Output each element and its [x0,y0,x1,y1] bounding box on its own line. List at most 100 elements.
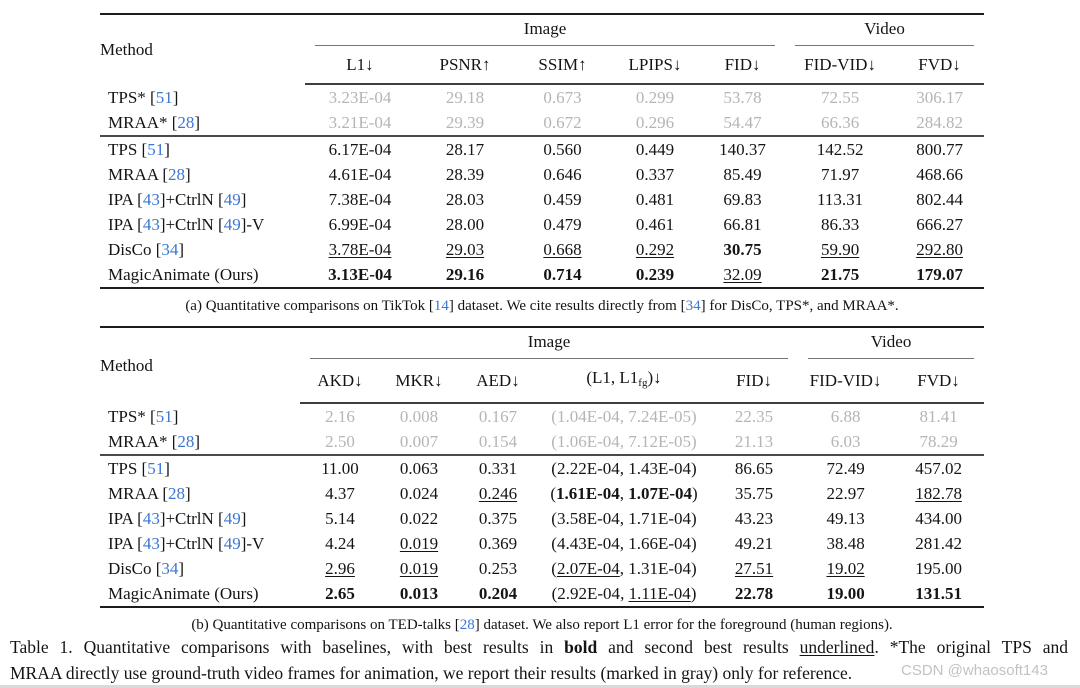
table-cell: 0.714 [543,265,582,284]
citation-link[interactable]: 51 [147,140,165,159]
subcaption-a: (a) Quantitative comparisons on TikTok [… [185,298,899,314]
table-cell: 0.461 [635,215,675,234]
table-cell: 38.48 [826,534,865,553]
table-cell: (3.58E-04, 1.71E-04) [551,509,697,528]
table-cell: 7.38E-04 [328,190,392,209]
table-cell: 0.369 [478,534,518,553]
table-cell: (2.07E-04, 1.31E-04) [551,559,697,578]
table-cell: 0.672 [543,113,582,132]
subcaption-b: (b) Quantitative comparisons on TED-talk… [191,617,893,633]
table-row: IPA [43]+CtrlN [49] 5.14 0.022 0.375 (3.58E-… [100,506,984,531]
table-cell: 19.02 [826,559,865,578]
table-cell: 0.459 [543,190,582,209]
table-cell: 281.42 [915,534,962,553]
method-cell: MagicAnimate (Ours) [108,584,259,603]
citation-link[interactable]: 49 [223,215,241,234]
table-cell: (2.92E-04, 1.11E-04) [551,584,697,603]
table-cell: 71.97 [820,165,860,184]
table-cell: 0.008 [399,407,439,426]
column-header: AKD↓ [300,359,380,404]
table-cell: 49.21 [734,534,774,553]
table-cell: 0.253 [478,559,518,578]
table-cell: 2.96 [325,559,355,578]
table-cell: 3.78E-04 [328,240,392,259]
table-cell: 28.17 [415,135,515,162]
table-cell: 3.23E-04 [328,88,392,107]
table-cell: (1.04E-04, 7.24E-05) [551,407,697,426]
comparison-table-ted-talks: Method Image Video AKD↓ MKR↓ AED↓ (L1, L1fg… [100,326,985,608]
citation-link[interactable]: 43 [142,190,160,209]
table-cell: 0.560 [515,135,610,162]
caption-line-1: Table 1. Quantitative comparisons with b… [10,637,1068,657]
method-cell: TPS* [51] [108,87,179,107]
table-cell: 802.44 [916,190,963,209]
citation-link[interactable]: 51 [155,87,173,107]
table-row: MagicAnimate (Ours) 3.13E-04 29.16 0.714 0.2… [100,262,984,288]
citation-link[interactable]: 28 [177,432,195,451]
citation-link[interactable]: 34 [161,559,179,578]
table-cell: (1.06E-04, 7.12E-05) [551,432,697,451]
table-cell: 28.00 [445,215,485,234]
table-cell: 131.51 [915,584,962,603]
table-cell: 59.90 [820,240,860,259]
method-cell: DisCo [34] [108,559,185,578]
citation-link[interactable]: 43 [142,534,160,553]
citation-link[interactable]: 49 [223,190,241,209]
citation-link[interactable]: 34 [161,240,179,259]
table-cell: 35.75 [734,484,774,503]
table-cell: 0.239 [635,265,675,284]
table-cell: (2.22E-04, 1.43E-04) [538,454,710,481]
table-cell: 292.80 [916,240,963,259]
video-group-header: Video [785,14,984,46]
method-cell: TPS* [51] [108,406,179,426]
citation-link[interactable]: 51 [147,459,165,478]
table-cell: 28.03 [445,190,485,209]
table-cell: 666.27 [916,215,963,234]
table-cell: 27.51 [734,559,774,578]
table-row: TPS [51] 6.17E-04 28.17 0.560 0.449 140.37 142… [100,135,985,162]
citation-link[interactable]: 49 [223,534,241,553]
table-cell: 0.246 [478,484,518,503]
citation-link[interactable]: 49 [223,509,241,528]
table-cell: 30.75 [723,240,762,259]
column-header: FVD↓ [895,46,985,85]
citation-link[interactable]: 43 [142,509,160,528]
image-group-label: Image [527,332,571,351]
citation-link[interactable]: 28 [167,165,185,184]
table-row: TPS* [51] 3.23E-04 29.18 0.673 0.299 53.78 72.… [100,84,984,110]
table-cell: 86.65 [710,454,799,481]
table-cell: 72.55 [820,88,860,107]
table-cell: 0.022 [399,509,439,528]
column-header: SSIM↑ [515,46,610,85]
table-1-caption: Table 1. Quantitative comparisons with b… [10,634,1068,686]
table-cell: 86.33 [820,215,860,234]
citation-link[interactable]: 51 [155,406,173,426]
table-cell: 0.375 [478,509,518,528]
table-cell: 2.65 [325,584,355,603]
table-cell: 0.019 [399,534,439,553]
citation-link[interactable]: 34 [685,298,701,314]
table-cell: 0.337 [635,165,675,184]
method-cell: IPA [43]+CtrlN [49]-V [108,215,265,234]
method-cell: MRAA [28] [108,165,191,184]
table-row: TPS [51] 11.00 0.063 0.331 (2.22E-04, 1.43E-… [100,454,985,481]
citation-link[interactable]: 28 [167,484,185,503]
table-cell: 5.14 [325,509,355,528]
table-cell: 43.23 [734,509,774,528]
image-group-header: Image [300,327,798,359]
table-cell: 182.78 [915,484,962,503]
citation-link[interactable]: 28 [459,617,475,633]
table-cell: 6.03 [830,432,861,451]
table-cell: 0.296 [635,113,675,132]
table-row: MRAA* [28] 2.50 0.007 0.154 (1.06E-04, 7.12E… [100,429,984,455]
column-header: FID↓ [700,46,786,85]
citation-link[interactable]: 43 [142,215,160,234]
table-cell: 66.36 [820,113,860,132]
method-cell: IPA [43]+CtrlN [49] [108,509,247,528]
table-cell: 142.52 [785,135,896,162]
citation-link[interactable]: 14 [433,298,449,314]
citation-link[interactable]: 28 [177,113,195,132]
table-cell: 81.41 [919,407,958,426]
table-cell: 0.299 [635,88,675,107]
